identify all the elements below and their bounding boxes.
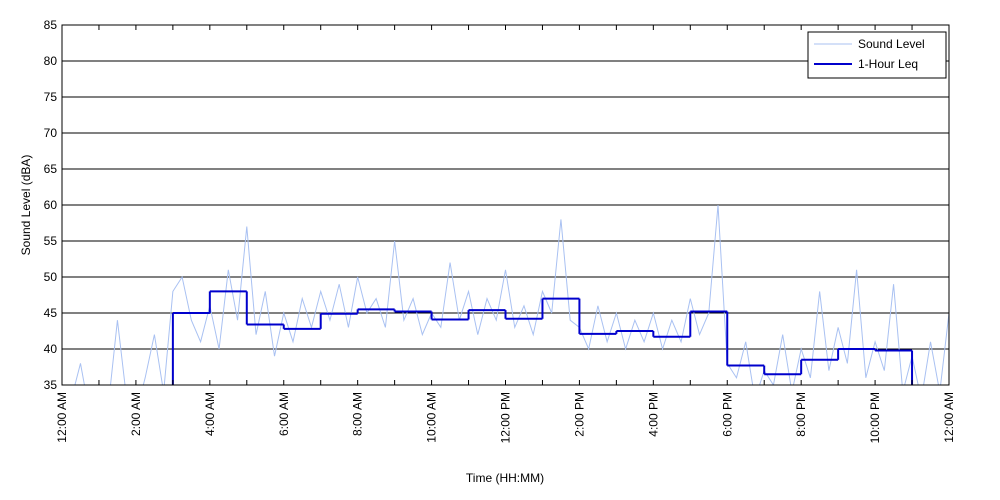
x-tick-label: 10:00 PM xyxy=(868,392,882,443)
x-tick-label: 8:00 AM xyxy=(351,392,365,436)
x-tick-label: 4:00 PM xyxy=(646,392,660,437)
y-tick-label: 45 xyxy=(44,306,58,320)
y-tick-label: 85 xyxy=(44,18,58,32)
x-tick-label: 8:00 PM xyxy=(794,392,808,437)
y-tick-label: 75 xyxy=(44,90,58,104)
x-tick-label: 12:00 AM xyxy=(942,392,956,443)
legend-label: 1-Hour Leq xyxy=(858,57,918,71)
y-tick-label: 80 xyxy=(44,54,58,68)
y-axis-label: Sound Level (dBA) xyxy=(19,155,33,256)
x-tick-label: 10:00 AM xyxy=(425,392,439,443)
x-tick-label: 2:00 PM xyxy=(572,392,586,437)
y-tick-label: 50 xyxy=(44,270,58,284)
legend-label: Sound Level xyxy=(858,37,925,51)
y-tick-label: 60 xyxy=(44,198,58,212)
y-tick-label: 65 xyxy=(44,162,58,176)
legend-box xyxy=(807,31,947,79)
x-tick-label: 12:00 AM xyxy=(55,392,69,443)
x-tick-label: 4:00 AM xyxy=(203,392,217,436)
y-tick-label: 70 xyxy=(44,126,58,140)
x-axis-label: Time (HH:MM) xyxy=(466,471,544,485)
x-tick-label: 6:00 AM xyxy=(277,392,291,436)
x-tick-label: 2:00 AM xyxy=(129,392,143,436)
y-tick-label: 35 xyxy=(44,378,58,392)
x-tick-label: 6:00 PM xyxy=(720,392,734,437)
x-tick-label: 12:00 PM xyxy=(499,392,513,443)
y-tick-label: 40 xyxy=(44,342,58,356)
y-tick-label: 55 xyxy=(44,234,58,248)
